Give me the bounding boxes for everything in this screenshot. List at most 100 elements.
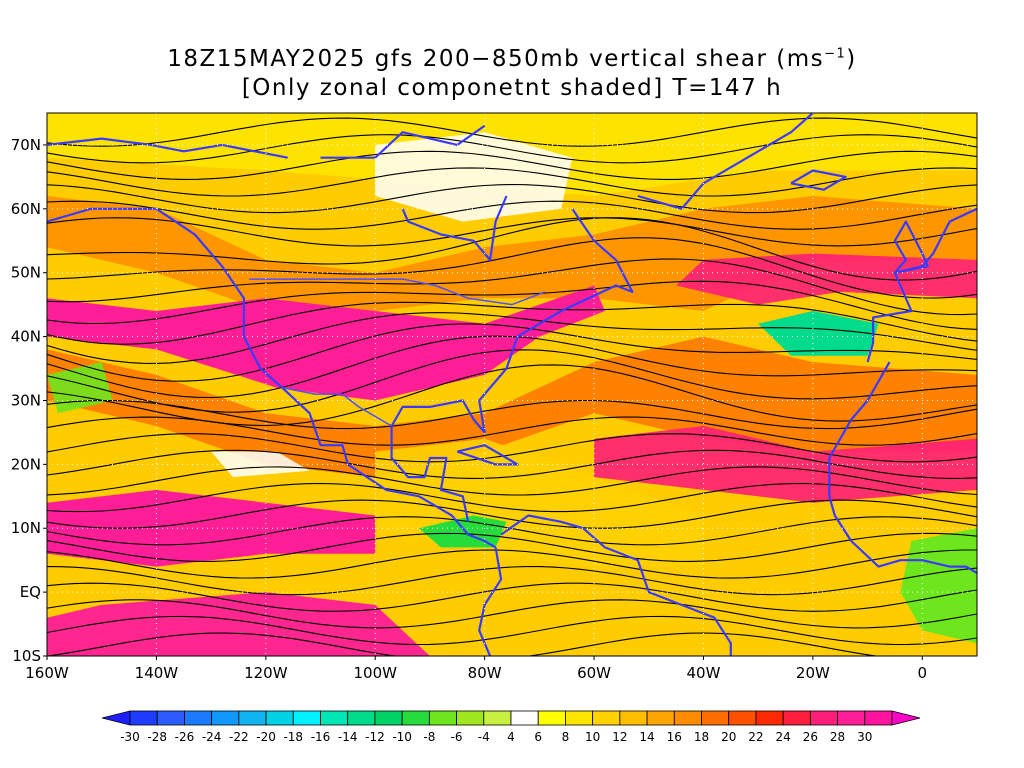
colorbar: -30 -28 -26 -24 -22 -20 -18 -16 -14 -12 -10 -8 -6 -4 4… <box>101 710 921 744</box>
streamline <box>47 532 977 562</box>
chart-title-line-1: 18Z15MAY2025 gfs 200−850mb vertical shea… <box>167 46 857 72</box>
colorbar-label: -20 <box>256 730 276 744</box>
colorbar-label: -24 <box>202 730 222 744</box>
colorbar-swatch <box>565 710 594 726</box>
colorbar-label: -16 <box>311 730 331 744</box>
lon-tick-label: 160W <box>25 664 69 682</box>
streamline <box>47 433 977 463</box>
colorbar-arrow-left <box>101 710 131 726</box>
lon-tick-label: 60W <box>577 664 611 682</box>
map-area <box>47 113 977 656</box>
colorbar-label: 12 <box>612 730 627 744</box>
colorbar-label: -4 <box>478 730 490 744</box>
colorbar-swatch <box>809 710 838 726</box>
streamline <box>47 416 977 446</box>
map-frame <box>46 112 978 657</box>
streamline <box>47 217 977 247</box>
colorbar-swatch <box>864 710 893 726</box>
colorbar-swatch <box>646 710 675 726</box>
streamline <box>47 312 977 364</box>
shade-green-africa <box>900 528 977 644</box>
coast-alaska <box>47 137 288 159</box>
coast-canada-arctic <box>320 124 486 159</box>
lon-tick-label: 0 <box>918 664 928 682</box>
colorbar-label: -14 <box>338 730 358 744</box>
streamline <box>47 150 977 180</box>
colorbar-swatch <box>238 710 267 726</box>
colorbar-swatch <box>483 710 512 726</box>
colorbar-label: -12 <box>365 730 385 744</box>
streamline <box>47 466 977 496</box>
coast-north-america-west <box>47 207 497 549</box>
lat-tick-label: 50N <box>11 264 41 282</box>
colorbar-swatch <box>129 710 158 726</box>
chart-title-line-2: [Only zonal componetnt shaded] T=147 h <box>241 75 783 101</box>
colorbar-label: 14 <box>639 730 654 744</box>
colorbar-swatch <box>320 710 349 726</box>
mexico-border <box>282 386 392 427</box>
longitude-axis: 160W 140W 120W 100W 80W 60W 40W 20W 0 <box>25 656 927 682</box>
lat-tick-label: 30N <box>11 391 41 409</box>
lon-tick-label: 80W <box>468 664 502 682</box>
lat-tick-label: 20N <box>11 455 41 473</box>
wind-streamlines <box>47 117 977 656</box>
colorbar-arrow-right <box>891 710 921 726</box>
lon-tick-label: 40W <box>687 664 721 682</box>
shade-white-baja <box>211 451 310 478</box>
colorbar-swatch <box>673 710 702 726</box>
streamline <box>47 632 880 656</box>
coast-europe <box>866 207 977 363</box>
colorbar-label: -26 <box>175 730 195 744</box>
streamline <box>47 323 977 382</box>
colorbar-swatch <box>156 710 185 726</box>
colorbar-label: 28 <box>830 730 845 744</box>
colorbar-label: 4 <box>507 730 515 744</box>
colorbar-swatch <box>782 710 811 726</box>
streamline <box>47 301 977 345</box>
shade-white-hudson <box>375 132 573 222</box>
streamline <box>47 167 977 197</box>
shade-pink-east-band <box>594 426 977 503</box>
colorbar-label: -28 <box>147 730 167 744</box>
lat-tick-label: 40N <box>11 328 41 346</box>
coast-hudson-bay <box>401 195 508 261</box>
colorbar-swatch <box>837 710 866 726</box>
colorbar-swatch <box>374 710 403 726</box>
colorbar-swatch <box>211 710 240 726</box>
streamline <box>47 615 977 646</box>
lat-tick-label: 70N <box>11 136 41 154</box>
lat-tick-label: 60N <box>11 200 41 218</box>
colorbar-swatch <box>265 710 294 726</box>
streamline <box>47 449 977 479</box>
colorbar-label: -18 <box>283 730 303 744</box>
coast-south-america-north <box>500 514 732 656</box>
colorbar-label: -10 <box>392 730 412 744</box>
streamline <box>47 217 977 281</box>
streamline <box>47 599 977 629</box>
colorbar-swatch <box>592 710 621 726</box>
lon-tick-label: 20W <box>796 664 830 682</box>
lon-tick-label: 140W <box>135 664 179 682</box>
colorbar-label: 20 <box>721 730 736 744</box>
gridlines <box>47 113 977 656</box>
latitude-axis: 70N 60N 50N 40N 30N 20N 10N EQ 10S <box>11 136 47 665</box>
streamline <box>47 582 977 612</box>
streamline <box>47 117 977 147</box>
colorbar-swatch <box>428 710 457 726</box>
colorbar-label: 22 <box>748 730 763 744</box>
colorbar-label: 8 <box>562 730 570 744</box>
colorbar-label: 18 <box>694 730 709 744</box>
lon-tick-label: 120W <box>244 664 288 682</box>
lat-tick-label: EQ <box>20 583 41 601</box>
coast-greenland <box>637 113 814 210</box>
streamline <box>47 183 977 214</box>
colorbar-swatch <box>347 710 376 726</box>
coast-uk <box>893 220 929 274</box>
streamline <box>47 134 977 164</box>
colorbar-swatch <box>755 710 784 726</box>
lon-tick-label: 100W <box>354 664 398 682</box>
colorbar-swatch <box>510 710 539 726</box>
coast-south-america <box>478 547 503 656</box>
streamline <box>47 482 977 513</box>
